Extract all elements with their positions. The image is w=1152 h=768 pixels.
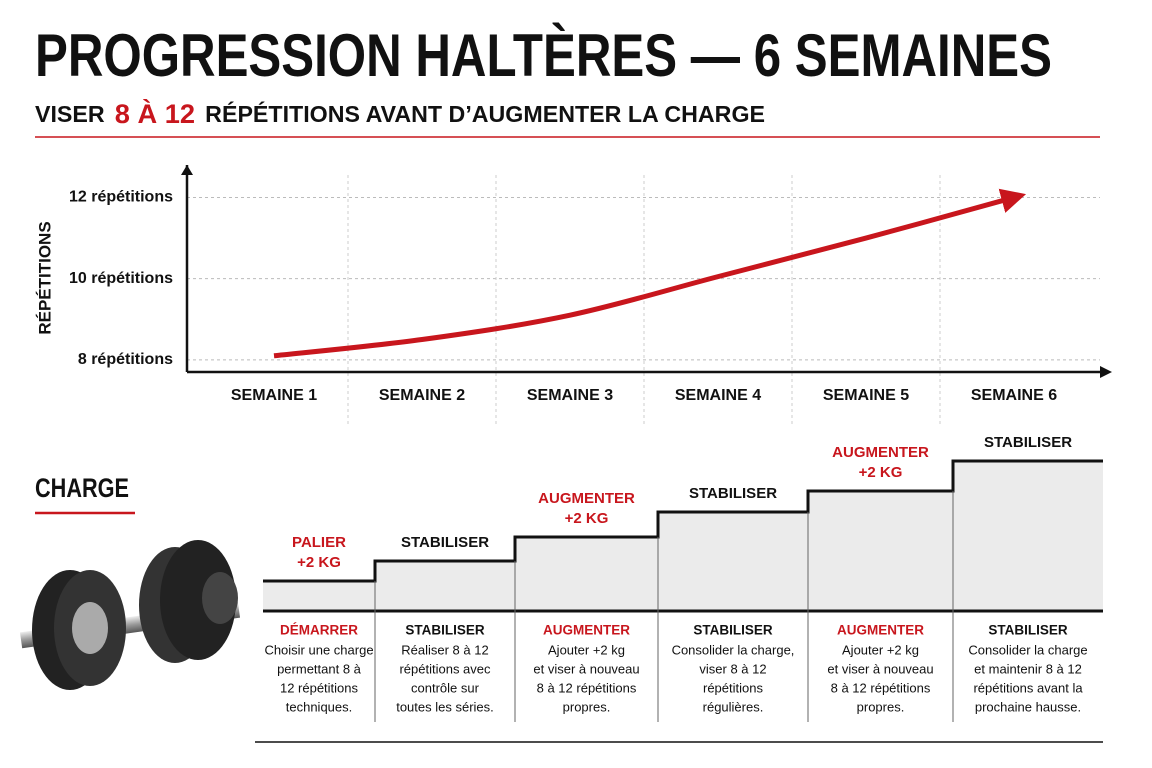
step-description: et maintenir 8 à 12 bbox=[974, 661, 1082, 676]
step-label: STABILISER bbox=[984, 434, 1072, 451]
step-description: Consolider la charge bbox=[968, 642, 1087, 657]
step-heading: DÉMARRER bbox=[280, 623, 358, 638]
step-label: PALIER bbox=[292, 534, 346, 551]
step-description: 8 à 12 répétitions bbox=[831, 680, 931, 695]
x-tick-label: SEMAINE 2 bbox=[379, 387, 465, 404]
step-description: répétitions avant la bbox=[973, 680, 1083, 695]
step-description: répétitions bbox=[703, 680, 763, 695]
step-description: Ajouter +2 kg bbox=[548, 642, 625, 657]
subtitle-part: VISER bbox=[35, 101, 105, 127]
subtitle: VISER 8 À 12 RÉPÉTITIONS AVANT D’AUGMENTER… bbox=[35, 98, 765, 129]
subtitle-part: RÉPÉTITIONS AVANT D’AUGMENTER LA CHARGE bbox=[205, 100, 765, 127]
step-heading: AUGMENTER bbox=[837, 623, 924, 638]
step-outline bbox=[263, 459, 1103, 583]
dumbbell-illustration bbox=[19, 540, 241, 690]
step-heading: STABILISER bbox=[693, 623, 773, 638]
title: PROGRESSION HALTÈRES — 6 SEMAINES bbox=[35, 22, 1052, 89]
progression-line bbox=[273, 188, 1027, 359]
step-description: propres. bbox=[857, 699, 905, 714]
step-heading: STABILISER bbox=[405, 623, 485, 638]
step-description: techniques. bbox=[286, 699, 353, 714]
y-tick-label: 8 répétitions bbox=[78, 351, 173, 368]
step-label: +2 KG bbox=[859, 464, 903, 481]
step-label: STABILISER bbox=[689, 485, 777, 502]
step-label: AUGMENTER bbox=[832, 444, 929, 461]
step-label: +2 KG bbox=[297, 554, 341, 571]
step-area bbox=[263, 461, 1103, 611]
x-tick-label: SEMAINE 3 bbox=[527, 387, 613, 404]
x-axis-arrow bbox=[1100, 366, 1112, 378]
step-description: et viser à nouveau bbox=[533, 661, 639, 676]
step-description: 8 à 12 répétitions bbox=[537, 680, 637, 695]
step-description: Ajouter +2 kg bbox=[842, 642, 919, 657]
step-description: 12 répétitions bbox=[280, 680, 359, 695]
step-description: viser 8 à 12 bbox=[699, 661, 766, 676]
step-label: STABILISER bbox=[401, 534, 489, 551]
step-heading: AUGMENTER bbox=[543, 623, 630, 638]
x-tick-label: SEMAINE 4 bbox=[675, 387, 761, 404]
step-description: contrôle sur bbox=[411, 680, 480, 695]
step-description: répétitions avec bbox=[399, 661, 491, 676]
x-tick-label: SEMAINE 1 bbox=[231, 387, 317, 404]
x-tick-label: SEMAINE 6 bbox=[971, 387, 1057, 404]
y-axis-arrow bbox=[181, 165, 193, 175]
step-label: +2 KG bbox=[565, 510, 609, 527]
step-description: Consolider la charge, bbox=[672, 642, 795, 657]
step-description: Choisir une charge bbox=[264, 642, 373, 657]
step-description: prochaine hausse. bbox=[975, 699, 1081, 714]
step-description: et viser à nouveau bbox=[827, 661, 933, 676]
y-tick-label: 12 répétitions bbox=[69, 189, 173, 206]
step-description: toutes les séries. bbox=[396, 699, 494, 714]
y-axis-label: RÉPÉTITIONS bbox=[35, 221, 54, 334]
step-heading: STABILISER bbox=[988, 623, 1068, 638]
y-tick-label: 10 répétitions bbox=[69, 270, 173, 287]
x-tick-label: SEMAINE 5 bbox=[823, 387, 909, 404]
step-label: AUGMENTER bbox=[538, 490, 635, 507]
subtitle-highlight: 8 À 12 bbox=[115, 98, 195, 129]
step-description: permettant 8 à bbox=[277, 661, 362, 676]
step-description: propres. bbox=[563, 699, 611, 714]
step-description: Réaliser 8 à 12 bbox=[401, 642, 488, 657]
section-title: CHARGE bbox=[35, 473, 129, 503]
step-description: régulières. bbox=[703, 699, 764, 714]
